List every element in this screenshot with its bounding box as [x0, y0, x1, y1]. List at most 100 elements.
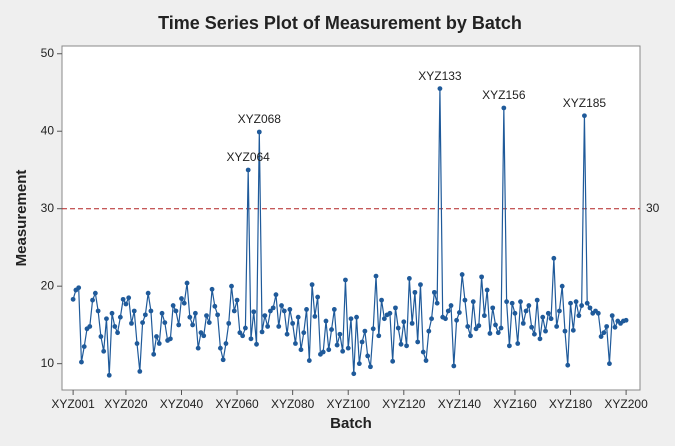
data-point [604, 324, 610, 329]
data-point [468, 333, 473, 339]
data-point [612, 324, 618, 330]
plot-area [61, 45, 641, 391]
data-point [601, 330, 607, 336]
data-point [568, 300, 573, 306]
data-point [551, 255, 557, 261]
data-point [470, 299, 476, 305]
annotation: XYZ185 [563, 96, 607, 110]
data-point [254, 341, 259, 347]
data-point [398, 341, 404, 347]
data-point [212, 303, 218, 309]
data-point [334, 342, 340, 348]
data-point [479, 274, 485, 280]
data-point [129, 320, 134, 326]
data-point [120, 296, 126, 302]
data-point [537, 336, 543, 342]
data-point [187, 314, 193, 320]
data-point [518, 299, 523, 305]
data-point [145, 290, 151, 296]
data-point [623, 317, 629, 323]
data-point [534, 297, 540, 303]
data-point [76, 285, 82, 291]
data-point [181, 300, 187, 306]
x-tick-label: XYZ100 [327, 397, 371, 411]
data-point [106, 372, 112, 378]
data-point [554, 324, 560, 329]
data-point [501, 105, 507, 111]
x-tick-label: XYZ160 [493, 397, 537, 411]
data-point [582, 113, 587, 119]
data-point [206, 320, 212, 325]
data-point [448, 303, 454, 308]
data-point [87, 324, 93, 329]
data-point [565, 362, 571, 368]
y-tick-label: 10 [41, 356, 55, 370]
y-tick-label: 30 [41, 201, 55, 215]
data-point [340, 348, 346, 354]
data-point [279, 303, 284, 308]
data-point [490, 305, 496, 311]
data-point [443, 316, 448, 322]
data-point [576, 313, 582, 319]
data-point [481, 313, 487, 319]
data-point [415, 339, 421, 345]
data-point [520, 320, 526, 326]
data-point [390, 358, 396, 364]
data-point [434, 300, 440, 306]
data-point [473, 326, 479, 332]
data-point [426, 328, 432, 334]
data-point [559, 283, 565, 289]
data-point [101, 348, 107, 354]
data-point [179, 296, 184, 301]
data-point [515, 341, 521, 346]
data-point [356, 361, 362, 367]
x-tick-label: XYZ080 [271, 397, 315, 411]
data-point [548, 316, 554, 322]
data-point [418, 282, 423, 288]
reference-label: 30 [646, 201, 660, 215]
data-point [526, 303, 532, 308]
data-point [173, 308, 179, 314]
data-point [373, 273, 379, 279]
data-point [190, 322, 196, 328]
data-point [90, 297, 95, 303]
data-point [309, 282, 315, 288]
data-point [306, 358, 312, 363]
data-point [209, 286, 215, 292]
data-point [156, 341, 162, 346]
x-tick-label: XYZ180 [549, 397, 593, 411]
data-point [337, 331, 343, 337]
data-point [595, 310, 601, 316]
data-point [495, 330, 501, 336]
data-point [462, 297, 468, 303]
data-point [223, 341, 229, 346]
data-point [148, 308, 154, 314]
data-point [304, 307, 309, 312]
data-point [98, 334, 104, 339]
data-point [70, 296, 76, 302]
data-point [270, 305, 276, 311]
data-point [532, 331, 537, 337]
data-point [251, 309, 257, 315]
x-axis-label: Batch [330, 415, 372, 432]
data-point [454, 317, 459, 323]
y-tick-label: 20 [41, 278, 55, 292]
data-point [315, 294, 321, 300]
data-point [140, 320, 145, 325]
data-point [176, 322, 182, 328]
data-point [162, 320, 168, 325]
data-point [312, 313, 318, 319]
data-point [504, 299, 510, 305]
data-point [587, 305, 593, 311]
data-point [151, 351, 157, 357]
data-point [512, 310, 518, 316]
data-point [445, 308, 451, 314]
data-point [348, 316, 354, 322]
data-point [579, 303, 585, 308]
data-point [393, 305, 398, 311]
data-point [409, 320, 415, 326]
data-point [529, 324, 535, 330]
x-tick-label: XYZ001 [51, 397, 95, 411]
y-tick-label: 50 [41, 46, 55, 60]
